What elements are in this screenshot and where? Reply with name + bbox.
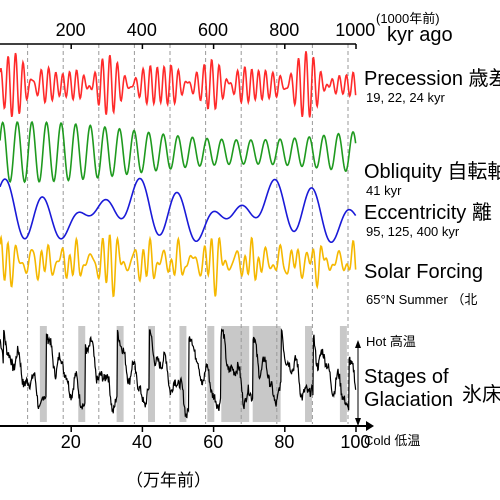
obliquity-label-jp: 自転軸 [447, 161, 500, 183]
eccentricity-label-jp: 離 [471, 202, 492, 224]
cold-label: Cold [364, 433, 391, 448]
glacial-band [39, 326, 47, 422]
bottom-tick-label: 40 [132, 432, 153, 452]
bottom-axis-arrowhead [366, 421, 374, 431]
hot-label-jp: 高温 [389, 334, 416, 349]
cold-label-jp: 低温 [394, 433, 421, 448]
solar-forcing-label: Solar Forcing [364, 261, 483, 283]
top-tick-label: 400 [126, 20, 157, 40]
bottom-tick-label: 60 [203, 432, 224, 452]
bottom-tick-label: 100 [340, 432, 371, 452]
top-tick-label: 600 [198, 20, 229, 40]
glacial-band [305, 326, 312, 422]
glaciation-series [0, 327, 357, 419]
bottom-axis-label: （万年前） [126, 471, 211, 490]
solar-forcing-note: （北 [451, 292, 478, 307]
precession-label: Precession [364, 68, 463, 90]
cold-arrowhead [355, 418, 361, 426]
eccentricity-label: Eccentricity [364, 202, 467, 224]
precession-periods: 19, 22, 24 kyr [366, 90, 445, 105]
top-tick-label: 200 [55, 20, 86, 40]
top-tick-label: 1000 [335, 20, 376, 40]
glacial-band [339, 326, 347, 422]
hot-arrowhead [355, 340, 361, 348]
precession-label-jp: 歳差 [468, 68, 500, 90]
top-axis-unit-note: (1000年前) [376, 11, 440, 26]
precession-series [0, 51, 357, 118]
hot-label: Hot [366, 334, 387, 349]
glacial-band [78, 326, 86, 422]
eccentricity-series [0, 177, 357, 244]
obliquity-series [0, 120, 357, 184]
glacial-band [179, 326, 187, 422]
solar-forcing-periods: 65°N Summer [366, 292, 448, 307]
bottom-tick-label: 20 [60, 432, 81, 452]
glacial-band [148, 326, 156, 422]
glacial-band [207, 326, 215, 422]
bottom-tick-label: 80 [274, 432, 295, 452]
obliquity-periods: 41 kyr [366, 183, 402, 198]
solar-forcing-series [0, 234, 357, 298]
top-axis-label: kyr ago [387, 24, 453, 46]
eccentricity-periods: 95, 125, 400 kyr [366, 224, 460, 239]
glaciation-label: Stages of Glaciation [364, 366, 453, 411]
top-tick-label: 800 [269, 20, 300, 40]
glaciation-label-jp: 氷床 [462, 384, 500, 406]
glacial-band [116, 326, 124, 422]
obliquity-label: Obliquity [364, 161, 442, 183]
